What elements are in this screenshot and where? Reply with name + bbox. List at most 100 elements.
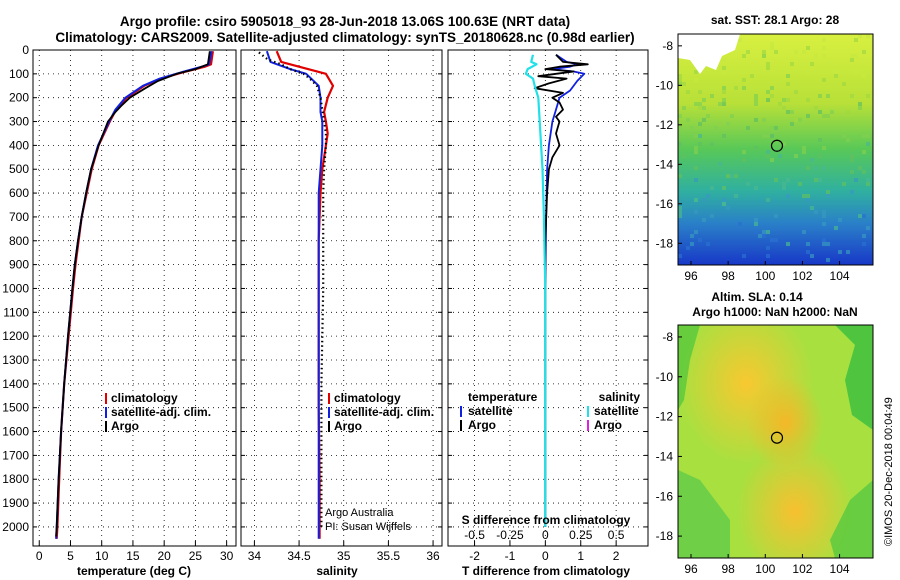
sst-texture-cell <box>850 58 854 62</box>
sst-texture-cell <box>762 134 766 138</box>
sst-texture-cell <box>694 198 698 202</box>
sst-texture-cell <box>834 74 838 78</box>
sst-texture-cell <box>826 114 830 118</box>
sla-map-title-line2: Argo h1000: NaN h2000: NaN <box>692 305 857 319</box>
sst-texture-cell <box>806 198 810 202</box>
sst-texture-cell <box>818 110 822 114</box>
map-xtick-label: 98 <box>721 269 735 283</box>
sst-texture-cell <box>806 98 810 102</box>
ytick-label: 300 <box>9 115 29 129</box>
sst-texture-cell <box>694 134 698 138</box>
temperature-panel: 0 5 10 15 20 25 300100200300400500600700800900… <box>2 43 237 578</box>
sst-texture-cell <box>846 110 850 114</box>
sst-texture-cell <box>694 230 698 234</box>
sst-texture-cell <box>710 186 714 190</box>
sst-texture-cell <box>862 150 866 154</box>
sst-texture-cell <box>762 54 766 58</box>
sst-texture-cell <box>750 74 754 78</box>
sst-texture-cell <box>702 198 706 202</box>
sst-texture-cell <box>862 134 866 138</box>
series-line-climatology <box>275 50 335 539</box>
sst-texture-cell <box>730 114 734 118</box>
sst-texture-cell <box>810 62 814 66</box>
xtick-top-label: -0.5 <box>464 528 485 542</box>
sla-map-title-line1: Altim. SLA: 0.14 <box>711 290 803 304</box>
temperature-axes-frame <box>32 49 237 547</box>
sst-texture-cell <box>698 102 702 106</box>
ytick-label: 800 <box>9 234 29 248</box>
sst-texture-cell <box>766 154 770 158</box>
map-ytick-label: -8 <box>662 39 673 53</box>
sst-texture-cell <box>830 110 834 114</box>
sla-map-ticks: 96 98 100 102 104 -8 -10 -12 -14 -16 -18 <box>656 330 850 576</box>
sst-texture-cell <box>814 166 818 170</box>
sst-texture-cell <box>814 210 818 214</box>
sst-texture-cell <box>690 126 694 130</box>
sst-texture-cell <box>774 238 778 242</box>
sst-texture-cell <box>682 154 686 158</box>
legend-title-salinity: salinity <box>599 390 641 404</box>
xtick-label: 34.5 <box>287 549 311 563</box>
ytick-label: 1300 <box>2 353 29 367</box>
sst-texture-cell <box>818 138 822 142</box>
salinity-panel: 34 34.5 35 35.5 36 salinity climatology sate… <box>240 49 443 578</box>
map-ytick-label: -12 <box>656 118 674 132</box>
sst-texture-cell <box>722 102 726 106</box>
map-ytick-label: -10 <box>656 370 674 384</box>
ytick-label: 1600 <box>2 425 29 439</box>
salinity-axes-frame <box>240 49 443 547</box>
sst-texture-cell <box>802 150 806 154</box>
sst-texture-cell <box>822 46 826 50</box>
xtick-label: 30 <box>220 549 234 563</box>
xtick-label: 34 <box>248 549 262 563</box>
sst-texture-cell <box>858 214 862 218</box>
ytick-label: 2000 <box>2 520 29 534</box>
sst-texture-cell <box>806 70 810 74</box>
ytick-label: 400 <box>9 138 29 152</box>
xtick-label: 1 <box>577 549 584 563</box>
xtick-label: 5 <box>67 549 74 563</box>
sst-texture-cell <box>854 54 858 58</box>
sst-texture-cell <box>766 134 770 138</box>
sst-texture-cell <box>690 242 694 246</box>
sst-texture-cell <box>822 210 826 214</box>
sla-argo-location-marker <box>770 431 784 444</box>
sst-texture-cell <box>790 62 794 66</box>
ytick-label: 500 <box>9 162 29 176</box>
series-line-t-argo <box>533 54 589 527</box>
series-line-climatology <box>55 51 214 539</box>
sst-texture-cell <box>742 158 746 162</box>
sst-texture-cell <box>766 198 770 202</box>
sst-texture-cell <box>814 178 818 182</box>
sst-texture-cell <box>794 154 798 158</box>
legend-label-argo: Argo <box>334 419 362 433</box>
xtick-top-label: -0.25 <box>496 528 524 542</box>
sst-texture-cell <box>850 190 854 194</box>
sst-texture-cell <box>838 250 842 254</box>
figure-title-line1: Argo profile: csiro 5905018_93 28-Jun-20… <box>120 14 570 29</box>
sst-texture-cell <box>786 178 790 182</box>
temperature-xlabel: temperature (deg C) <box>77 564 191 578</box>
sst-texture-cell <box>854 70 858 74</box>
map-ytick-label: -14 <box>656 157 674 171</box>
difference-ticks: -2 -1 0 1 2 -0.5 -0.25 0 0.25 0.5 <box>448 49 648 563</box>
ytick-label: 100 <box>9 67 29 81</box>
sst-texture-cell <box>862 242 866 246</box>
sst-texture-cell <box>770 86 774 90</box>
sst-texture-cell <box>718 122 722 126</box>
sst-texture-cell <box>694 114 698 118</box>
sst-texture-cell <box>806 114 810 118</box>
sst-texture-cell <box>690 234 694 238</box>
sst-texture-cell <box>678 206 682 210</box>
sst-texture-cell <box>838 218 842 222</box>
sst-texture-cell <box>734 86 738 90</box>
sst-texture-cell <box>826 258 830 262</box>
ytick-label: 900 <box>9 258 29 272</box>
map-xtick-label: 104 <box>830 562 850 576</box>
sst-texture-cell <box>754 102 758 106</box>
sst-texture-cell <box>694 178 698 182</box>
sst-texture-cell <box>794 118 798 122</box>
salinity-lines <box>258 50 335 539</box>
sst-texture-cell <box>850 94 854 98</box>
sst-texture-cell <box>826 242 830 246</box>
